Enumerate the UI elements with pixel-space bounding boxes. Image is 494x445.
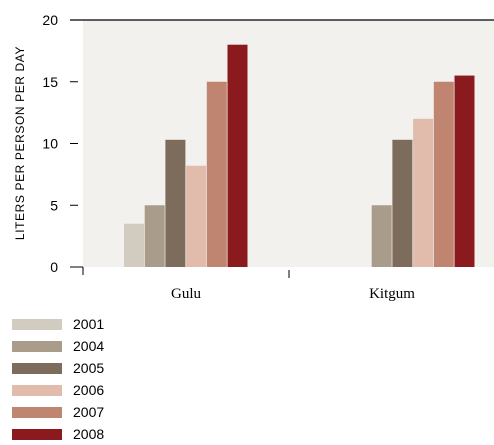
legend-label: 2001 — [73, 316, 105, 332]
bar-gulu-2005 — [165, 139, 186, 267]
bar-kitgum-2004 — [371, 205, 392, 267]
axes: 0 5 10 15 20 Gulu Kitgum — [42, 12, 494, 302]
legend-item-2005: 2005 — [12, 357, 104, 379]
legend-swatch — [12, 384, 62, 396]
legend-label: 2007 — [73, 404, 105, 420]
legend-item-2008: 2008 — [12, 423, 104, 445]
bar-kitgum-2006 — [413, 118, 434, 267]
x-category-label-gulu: Gulu — [171, 286, 202, 302]
y-tick-label-0: 0 — [50, 259, 58, 275]
legend-label: 2008 — [73, 426, 105, 442]
bar-gulu-2006 — [186, 165, 207, 267]
legend-item-2006: 2006 — [12, 379, 104, 401]
bar-kitgum-2007 — [433, 81, 454, 267]
legend-swatch — [12, 362, 62, 374]
legend-label: 2004 — [73, 338, 105, 354]
bar-gulu-2008 — [227, 44, 248, 268]
y-tick-label-10: 10 — [42, 136, 58, 152]
bar-gulu-2001 — [124, 223, 144, 267]
legend-item-2004: 2004 — [12, 335, 104, 357]
x-category-label-kitgum: Kitgum — [369, 286, 415, 302]
y-axis-label: LITERS PER PERSON PER DAY — [13, 46, 27, 240]
bar-kitgum-2008 — [454, 75, 475, 267]
legend-item-2007: 2007 — [12, 401, 104, 423]
legend: 2001 2004 2005 2006 2007 2008 — [12, 313, 104, 445]
y-tick-label-15: 15 — [42, 74, 58, 90]
legend-item-2001: 2001 — [12, 313, 104, 335]
y-tick-label-20: 20 — [42, 12, 58, 28]
bar-kitgum-2005 — [392, 139, 413, 267]
legend-swatch — [12, 406, 62, 418]
legend-swatch — [12, 318, 62, 330]
legend-label: 2006 — [73, 382, 105, 398]
bar-gulu-2007 — [206, 81, 227, 267]
bar-gulu-2004 — [144, 205, 165, 267]
legend-swatch — [12, 428, 62, 440]
legend-label: 2005 — [73, 360, 105, 376]
bar-chart: 0 5 10 15 20 Gulu Kitgum LITERS PER PERSON PER… — [13, 12, 494, 302]
bars — [124, 44, 475, 268]
y-tick-label-5: 5 — [50, 197, 58, 213]
legend-swatch — [12, 340, 62, 352]
